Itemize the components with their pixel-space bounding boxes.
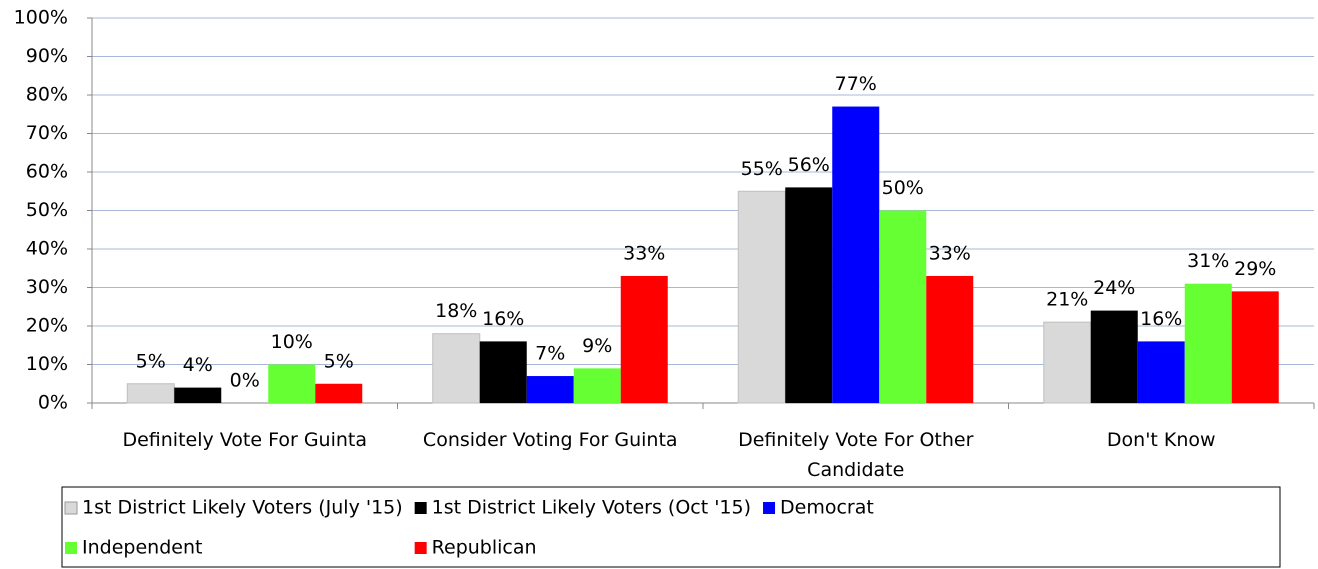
data-label: 0% (230, 370, 260, 392)
bar (879, 210, 927, 403)
data-label: 7% (535, 343, 565, 365)
y-tick-label: 20% (26, 315, 68, 337)
y-tick-label: 90% (26, 45, 68, 67)
bar (126, 383, 175, 404)
legend-label: Democrat (780, 497, 874, 519)
data-label: 16% (1140, 308, 1182, 330)
y-tick-label: 60% (26, 161, 68, 183)
y-tick-label: 80% (26, 84, 68, 106)
bar (1184, 283, 1232, 403)
bar (737, 190, 786, 404)
y-tick-label: 70% (26, 122, 68, 144)
bar (479, 341, 527, 403)
data-label: 9% (582, 335, 612, 357)
x-tick-label: Consider Voting For Guinta (423, 429, 678, 451)
legend-label: 1st District Likely Voters (Oct '15) (432, 497, 751, 519)
legend-swatch (414, 542, 427, 554)
y-tick-label: 0% (38, 392, 68, 414)
y-tick-label: 40% (26, 238, 68, 260)
bar (785, 187, 833, 403)
bar (1043, 321, 1092, 404)
data-label: 50% (882, 177, 924, 199)
y-tick-label: 30% (26, 276, 68, 298)
data-label: 5% (324, 350, 354, 372)
y-tick-label: 10% (26, 353, 68, 375)
y-tick-label: 50% (26, 199, 68, 221)
legend-swatch (65, 542, 77, 554)
bar (1090, 310, 1138, 403)
data-label: 55% (741, 158, 783, 180)
data-label: 24% (1093, 277, 1135, 299)
data-label: 33% (929, 242, 971, 264)
legend-swatch (763, 502, 776, 514)
legend-box (61, 486, 1281, 568)
bar (315, 383, 363, 403)
y-tick-label: 100% (14, 7, 68, 29)
data-label: 5% (136, 350, 166, 372)
bar (174, 387, 222, 403)
x-tick-label: Don't Know (1107, 429, 1216, 451)
legend-swatch (64, 501, 78, 515)
data-label: 21% (1046, 289, 1088, 311)
bar (620, 275, 668, 403)
data-label: 29% (1234, 258, 1276, 280)
x-tick-label: Definitely Vote For Other Candidate (738, 429, 973, 481)
data-label: 33% (623, 242, 665, 264)
bar (1231, 291, 1279, 403)
bar (832, 106, 880, 404)
legend-label: Independent (82, 537, 202, 559)
bar (268, 364, 316, 403)
data-label: 77% (835, 73, 877, 95)
bar (926, 275, 974, 403)
data-label: 4% (183, 354, 213, 376)
bar (526, 376, 574, 403)
data-label: 31% (1187, 250, 1229, 272)
bar (1137, 341, 1185, 403)
x-tick-label: Definitely Vote For Guinta (122, 429, 367, 451)
data-label: 18% (435, 300, 477, 322)
legend-label: 1st District Likely Voters (July '15) (82, 497, 403, 519)
bar (432, 333, 481, 404)
data-label: 56% (788, 154, 830, 176)
legend-swatch (414, 502, 427, 514)
data-label: 16% (482, 308, 524, 330)
bar (573, 368, 621, 403)
legend-label: Republican (432, 537, 537, 559)
data-label: 10% (271, 331, 313, 353)
